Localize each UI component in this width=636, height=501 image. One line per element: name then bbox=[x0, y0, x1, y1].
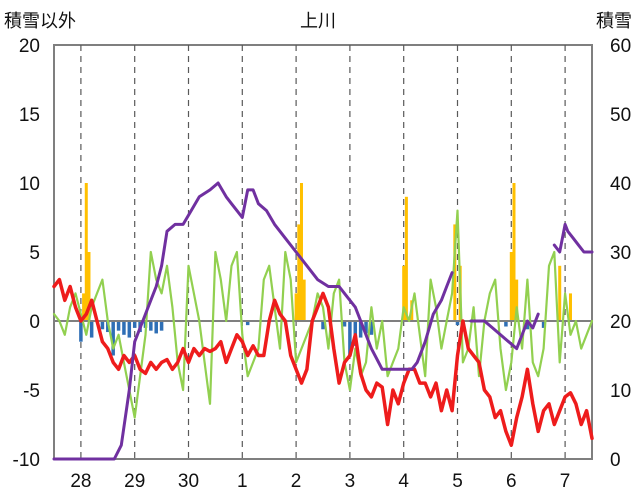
snow_change-bar bbox=[159, 321, 164, 331]
y-right-tick-label: 20 bbox=[610, 312, 631, 333]
precip-bar bbox=[87, 252, 91, 321]
temperature-line bbox=[52, 277, 594, 447]
y-right-tick-label: 10 bbox=[610, 381, 631, 402]
y-left-tick-label: 20 bbox=[19, 36, 40, 57]
y-left-tick-label: 0 bbox=[29, 312, 40, 333]
chart-title: 上川 bbox=[300, 11, 336, 32]
snow_change-bar bbox=[122, 321, 126, 335]
snow_change-bar bbox=[149, 321, 153, 331]
x-tick-label: 29 bbox=[124, 471, 145, 492]
precip-bar bbox=[512, 183, 516, 321]
plot-area bbox=[53, 44, 593, 460]
snow_change-bar bbox=[245, 321, 250, 326]
x-tick-label: 6 bbox=[506, 471, 517, 492]
snow_change-bar bbox=[127, 321, 132, 338]
snow_change-bar bbox=[348, 321, 352, 356]
y-right-tick-label: 30 bbox=[610, 243, 631, 264]
wind-line bbox=[52, 209, 594, 419]
precip-bar bbox=[297, 224, 301, 321]
snow_change-bar bbox=[342, 321, 347, 327]
series-lines bbox=[52, 181, 594, 461]
precip-bar bbox=[294, 293, 298, 321]
x-tick-label: 3 bbox=[345, 471, 356, 492]
precip-bar bbox=[82, 293, 86, 321]
y-right-tick-label: 50 bbox=[610, 105, 631, 126]
snow_change-bar bbox=[132, 321, 137, 328]
y-left-tick-label: 10 bbox=[19, 174, 40, 195]
x-tick-label: 5 bbox=[452, 471, 463, 492]
x-tick-label: 4 bbox=[398, 471, 409, 492]
precip-bar bbox=[509, 252, 513, 321]
snow_change-bar bbox=[89, 321, 94, 338]
snow_change-bar bbox=[321, 321, 325, 330]
precip-bar bbox=[402, 265, 406, 321]
snow_change-bar bbox=[116, 321, 121, 331]
y-left-tick-label: 15 bbox=[19, 105, 40, 126]
precip-bar bbox=[84, 183, 88, 321]
snow_depth-line bbox=[52, 181, 594, 461]
snow_change-bar bbox=[100, 321, 105, 330]
precip-bar bbox=[299, 183, 303, 321]
x-tick-label: 2 bbox=[291, 471, 302, 492]
y-left-tick-label: -10 bbox=[13, 450, 40, 471]
right-tick-labels: 60 50 40 30 20 10 0 bbox=[610, 36, 631, 471]
x-tick-label: 7 bbox=[560, 471, 571, 492]
snow_change-bar bbox=[525, 321, 530, 330]
left-tick-labels: 20 15 10 5 0 -5 -10 bbox=[13, 36, 40, 471]
snow_change-bar bbox=[358, 321, 363, 338]
y-right-tick-label: 60 bbox=[610, 36, 631, 57]
snow_change-bar bbox=[541, 321, 546, 328]
y-right-tick-label: 0 bbox=[610, 450, 621, 471]
precip-bar bbox=[515, 279, 519, 321]
precip-bar bbox=[404, 196, 408, 321]
x-tick-label: 28 bbox=[70, 471, 91, 492]
x-tick-label: 30 bbox=[178, 471, 199, 492]
precip-bar bbox=[568, 293, 572, 321]
snow_change-bar bbox=[455, 321, 460, 326]
y-left-tick-label: 5 bbox=[29, 243, 40, 264]
precip-bar bbox=[453, 224, 457, 321]
x-tick-label: 1 bbox=[237, 471, 248, 492]
snow_change-bar bbox=[111, 321, 115, 356]
left-axis-title: 積雪以外 bbox=[4, 11, 76, 32]
precip-bar bbox=[302, 279, 306, 321]
right-axis-title: 積雪 bbox=[596, 11, 632, 32]
snow_change-bar bbox=[79, 321, 83, 342]
precip-bar bbox=[558, 265, 562, 321]
y-right-tick-label: 40 bbox=[610, 174, 631, 195]
x-tick-labels: 28 29 30 1 2 3 4 5 6 7 bbox=[70, 471, 570, 492]
snow_change-bar bbox=[154, 321, 158, 334]
y-left-tick-label: -5 bbox=[23, 381, 40, 402]
snow_change-bar bbox=[504, 321, 508, 327]
snow_change-bar bbox=[369, 321, 374, 335]
snow_change-bar bbox=[364, 321, 368, 334]
